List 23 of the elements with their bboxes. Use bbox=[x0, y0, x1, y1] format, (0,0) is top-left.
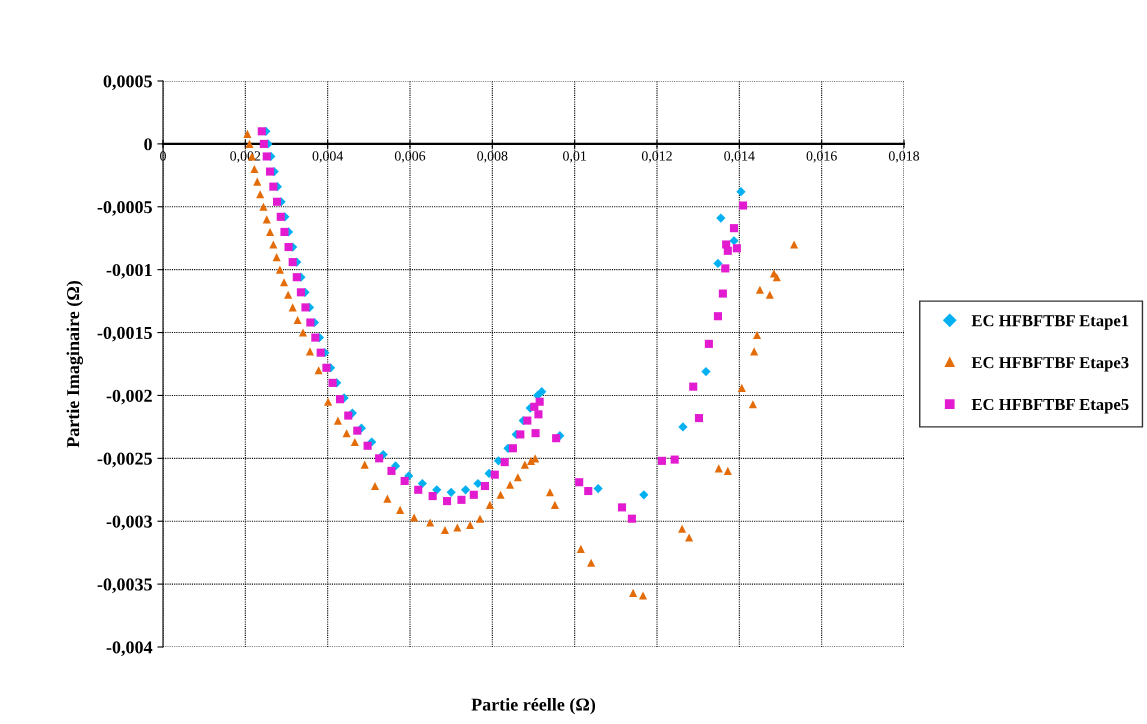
y-tick-label: -0,0015 bbox=[97, 326, 152, 342]
x-axis-title: Partie réelle (Ω) bbox=[471, 697, 596, 715]
x-tick-label: 0,014 bbox=[724, 151, 755, 163]
y-tick-label: -0,0005 bbox=[97, 201, 152, 216]
y-tick-label: 0 bbox=[144, 138, 152, 151]
x-tick-label: 0,008 bbox=[477, 151, 508, 163]
y-tick-label: -0,004 bbox=[106, 641, 153, 657]
legend-label: EC HFBFTBF Etape5 bbox=[971, 398, 1129, 414]
x-tick-label: 0,01 bbox=[563, 151, 586, 163]
legend-label: EC HFBFTBF Etape1 bbox=[971, 315, 1129, 330]
y-tick-label: -0,001 bbox=[106, 263, 152, 279]
y-tick-label: -0,0035 bbox=[97, 578, 152, 594]
x-tick-label: 0,012 bbox=[641, 151, 672, 163]
x-tick-label: 0,004 bbox=[312, 151, 344, 163]
y-tick-label: -0,003 bbox=[106, 515, 152, 531]
y-axis-title: Partie Imaginaire (Ω) bbox=[66, 281, 84, 448]
y-tick-label: -0,002 bbox=[106, 389, 152, 405]
y-tick-label: -0,0025 bbox=[97, 452, 152, 468]
x-tick-label: 0,018 bbox=[888, 151, 920, 163]
legend-label: EC HFBFTBF Etape3 bbox=[971, 357, 1129, 372]
y-tick-label: 0,0005 bbox=[103, 75, 152, 91]
x-tick-label: 0,006 bbox=[394, 151, 426, 163]
x-tick-label: 0,016 bbox=[806, 151, 837, 163]
